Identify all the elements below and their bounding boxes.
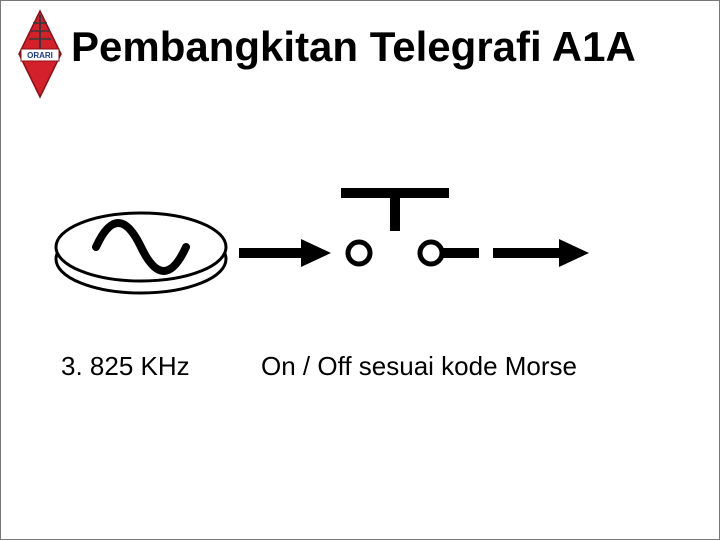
logo-text: ORARI [27,51,53,60]
arrow-2 [493,239,589,267]
morse-key-switch [341,193,449,264]
oscillator-symbol [56,213,226,293]
arrow-1 [239,239,331,267]
page-title: Pembangkitan Telegrafi A1A [71,23,636,71]
telegraphy-diagram [41,181,681,331]
frequency-label: 3. 825 KHz [61,351,190,382]
morse-key-label: On / Off sesuai kode Morse [261,351,577,382]
orari-logo: ORARI [15,9,65,99]
